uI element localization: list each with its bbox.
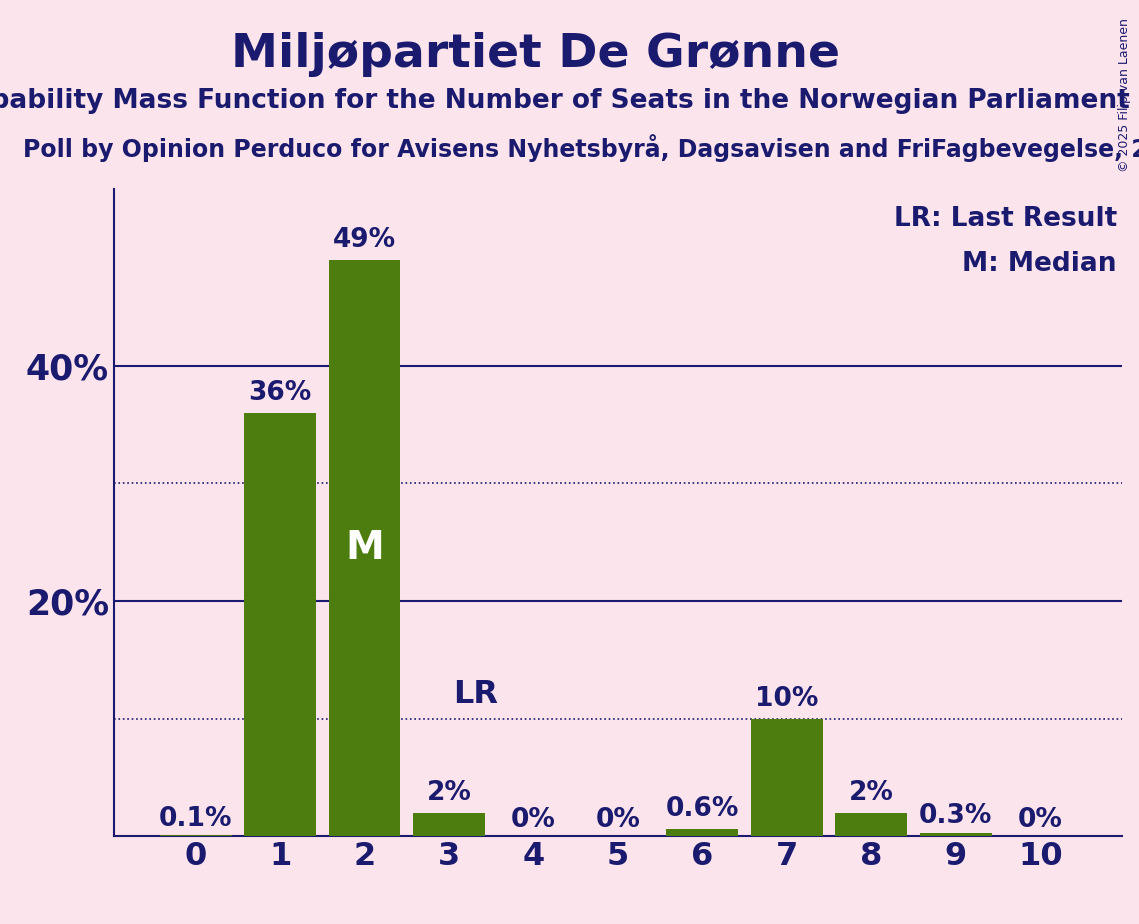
Text: 2%: 2% [849, 780, 894, 806]
Bar [413, 813, 485, 836]
Text: 2%: 2% [426, 780, 472, 806]
Text: 0%: 0% [596, 807, 640, 833]
Text: 36%: 36% [248, 380, 312, 406]
Bar [159, 835, 231, 836]
Text: LR: Last Result: LR: Last Result [894, 206, 1117, 232]
Text: Miljøpartiet De Grønne: Miljøpartiet De Grønne [231, 32, 839, 78]
Bar [920, 833, 992, 836]
Text: 10%: 10% [755, 686, 819, 711]
Text: 0%: 0% [1018, 807, 1063, 833]
Text: LR: LR [453, 679, 498, 711]
Text: 49%: 49% [333, 227, 396, 253]
Text: M: M [345, 529, 384, 567]
Bar [666, 829, 738, 836]
Text: 0.3%: 0.3% [919, 803, 992, 829]
Bar [244, 413, 316, 836]
Bar [835, 813, 907, 836]
Bar [329, 260, 401, 836]
Text: Probability Mass Function for the Number of Seats in the Norwegian Parliament: Probability Mass Function for the Number… [0, 88, 1130, 114]
Text: © 2025 Filip van Laenen: © 2025 Filip van Laenen [1118, 18, 1131, 173]
Text: 0%: 0% [511, 807, 556, 833]
Text: Poll by Opinion Perduco for Avisens Nyhetsbyrå, Dagsavisen and FriFagbevegelse, : Poll by Opinion Perduco for Avisens Nyhe… [23, 134, 1139, 162]
Bar [751, 719, 822, 836]
Text: M: Median: M: Median [962, 250, 1117, 277]
Text: 0.6%: 0.6% [665, 796, 739, 822]
Text: 0.1%: 0.1% [158, 806, 232, 832]
